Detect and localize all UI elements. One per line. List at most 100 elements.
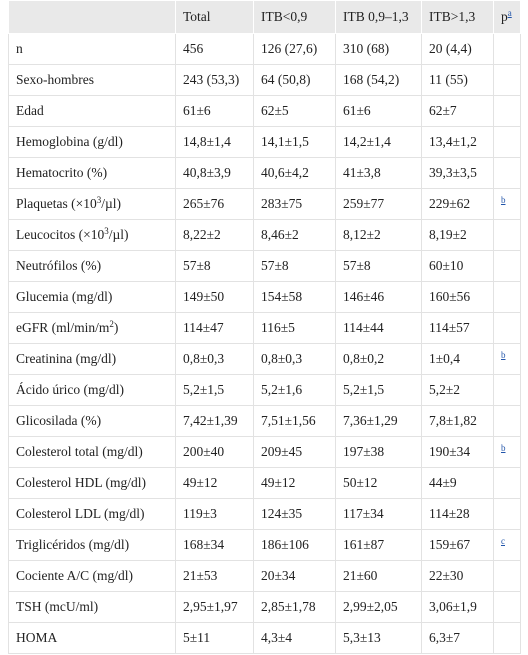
row-label-cell: Colesterol total (mg/dl) <box>8 436 176 468</box>
value-cell: 114±28 <box>421 498 494 530</box>
value-cell: 149±50 <box>175 281 254 313</box>
value-cell: 20±34 <box>253 560 336 592</box>
value-cell: 190±34 <box>421 436 494 468</box>
value-cell: 64 (50,8) <box>253 64 336 96</box>
table-row: Hemoglobina (g/dl) 14,8±1,4 14,1±1,5 14,2±1… <box>8 126 521 158</box>
cell-value: 114±57 <box>429 320 470 335</box>
footnote-ref[interactable]: b <box>501 195 506 205</box>
cell-value: 229±62 <box>429 196 471 211</box>
cell-value: 265±76 <box>183 196 225 211</box>
value-cell: 7,36±1,29 <box>335 405 422 437</box>
column-title: ITB>1,3 <box>429 9 476 24</box>
value-cell: 2,95±1,97 <box>175 591 254 623</box>
cell-value: 160±56 <box>429 289 471 304</box>
row-label: /µl) <box>108 227 129 242</box>
value-cell: 62±5 <box>253 95 336 127</box>
value-cell: 114±57 <box>421 312 494 344</box>
value-cell: 14,1±1,5 <box>253 126 336 158</box>
cell-value: 126 (27,6) <box>261 41 318 56</box>
row-label: Leucocitos (×10 <box>16 227 105 242</box>
header-row: Total ITB<0,9 ITB 0,9–1,3 ITB>1,3 pa <box>8 0 521 34</box>
cell-value: 3,06±1,9 <box>429 599 477 614</box>
row-label-cell: Colesterol HDL (mg/dl) <box>8 467 176 499</box>
row-label: Hemoglobina (g/dl) <box>16 134 123 149</box>
table-row: HOMA 5±11 4,3±4 5,3±13 6,3±7 <box>8 622 521 654</box>
value-cell: 2,99±2,05 <box>335 591 422 623</box>
column-title: Total <box>183 9 211 24</box>
note-cell <box>493 33 521 65</box>
cell-value: 2,95±1,97 <box>183 599 238 614</box>
value-cell: 49±12 <box>175 467 254 499</box>
value-cell: 1±0,4 <box>421 343 494 375</box>
value-cell: 283±75 <box>253 188 336 220</box>
value-cell: 116±5 <box>253 312 336 344</box>
value-cell: 124±35 <box>253 498 336 530</box>
value-cell: 161±87 <box>335 529 422 561</box>
cell-value: 21±60 <box>343 568 378 583</box>
value-cell: 197±38 <box>335 436 422 468</box>
cell-value: 190±34 <box>429 444 471 459</box>
cell-value: 50±12 <box>343 475 378 490</box>
footnote-ref[interactable]: b <box>501 350 506 360</box>
row-label-cell: Sexo-hombres <box>8 64 176 96</box>
cell-value: 62±7 <box>429 103 457 118</box>
row-label: Hematocrito (%) <box>16 165 108 180</box>
table-row: Glucemia (mg/dl) 149±50 154±58 146±46 160±56 <box>8 281 521 313</box>
table-row: Sexo-hombres 243 (53,3) 64 (50,8) 168 (54,2… <box>8 64 521 96</box>
cell-value: 8,46±2 <box>261 227 299 242</box>
cell-value: 4,3±4 <box>261 630 293 645</box>
note-cell: c <box>493 529 521 561</box>
row-label-cell: Glicosilada (%) <box>8 405 176 437</box>
cell-value: 39,3±3,5 <box>429 165 477 180</box>
table-row: n 456 126 (27,6) 310 (68) 20 (4,4) <box>8 33 521 65</box>
value-cell: 40,6±4,2 <box>253 157 336 189</box>
row-label-cell: Edad <box>8 95 176 127</box>
value-cell: 7,8±1,82 <box>421 405 494 437</box>
row-label: TSH (mcU/ml) <box>16 599 99 614</box>
row-label-cell: Neutrófilos (%) <box>8 250 176 282</box>
note-cell <box>493 591 521 623</box>
value-cell: 6,3±7 <box>421 622 494 654</box>
row-label: Edad <box>16 103 44 118</box>
value-cell: 49±12 <box>253 467 336 499</box>
footnote-ref[interactable]: a <box>507 8 512 18</box>
value-cell: 4,3±4 <box>253 622 336 654</box>
cell-value: 13,4±1,2 <box>429 134 477 149</box>
value-cell: 159±67 <box>421 529 494 561</box>
row-label: Creatinina (mg/dl) <box>16 351 117 366</box>
row-label-cell: n <box>8 33 176 65</box>
row-label-cell: Colesterol LDL (mg/dl) <box>8 498 176 530</box>
cell-value: 60±10 <box>429 258 464 273</box>
footnote-ref[interactable]: c <box>501 536 505 546</box>
value-cell: 0,8±0,3 <box>175 343 254 375</box>
cell-value: 0,8±0,2 <box>343 351 385 366</box>
row-label: /µl) <box>101 196 122 211</box>
value-cell: 39,3±3,5 <box>421 157 494 189</box>
cell-value: 124±35 <box>261 506 303 521</box>
column-title: ITB 0,9–1,3 <box>343 9 409 24</box>
cell-value: 61±6 <box>343 103 371 118</box>
value-cell: 5,2±2 <box>421 374 494 406</box>
superscript: 3 <box>96 195 102 205</box>
value-cell: 209±45 <box>253 436 336 468</box>
cell-value: 5,2±1,5 <box>343 382 385 397</box>
table-row: Creatinina (mg/dl) 0,8±0,3 0,8±0,3 0,8±0,2 1… <box>8 343 521 375</box>
row-label-cell: Triglicéridos (mg/dl) <box>8 529 176 561</box>
row-label: Glucemia (mg/dl) <box>16 289 113 304</box>
cell-value: 20±34 <box>261 568 296 583</box>
cell-value: 57±8 <box>261 258 289 273</box>
row-label: Plaquetas (×10 <box>16 196 97 211</box>
note-cell <box>493 126 521 158</box>
value-cell: 61±6 <box>175 95 254 127</box>
cell-value: 283±75 <box>261 196 303 211</box>
note-cell <box>493 467 521 499</box>
cell-value: 57±8 <box>343 258 371 273</box>
table-header: Total ITB<0,9 ITB 0,9–1,3 ITB>1,3 pa <box>8 0 521 34</box>
cell-value: 6,3±7 <box>429 630 461 645</box>
table-body: n 456 126 (27,6) 310 (68) 20 (4,4) Sexo-hombr… <box>8 33 521 654</box>
cell-value: 22±30 <box>429 568 464 583</box>
table-row: Colesterol LDL (mg/dl) 119±3 124±35 117±34 1… <box>8 498 521 530</box>
footnote-ref[interactable]: b <box>501 443 506 453</box>
value-cell: 57±8 <box>175 250 254 282</box>
